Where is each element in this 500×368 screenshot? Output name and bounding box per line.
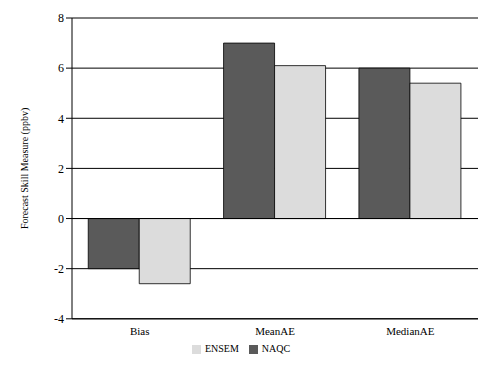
svg-text:0: 0: [58, 212, 64, 226]
svg-text:MedianAE: MedianAE: [386, 325, 435, 337]
svg-text:4: 4: [58, 112, 64, 126]
svg-text:8: 8: [58, 11, 64, 25]
svg-text:Bias: Bias: [130, 325, 150, 337]
svg-text:Forecast Skill Measure (ppbv): Forecast Skill Measure (ppbv): [19, 108, 31, 229]
svg-text:MeanAE: MeanAE: [255, 325, 295, 337]
svg-text:6: 6: [58, 61, 64, 75]
html-text:ENSEM: ENSEM: [204, 342, 239, 354]
svg-text:-4: -4: [54, 312, 64, 326]
html-text:NAQC: NAQC: [261, 342, 291, 354]
svg-text:2: 2: [58, 162, 64, 176]
svg-text:-2: -2: [54, 262, 64, 276]
